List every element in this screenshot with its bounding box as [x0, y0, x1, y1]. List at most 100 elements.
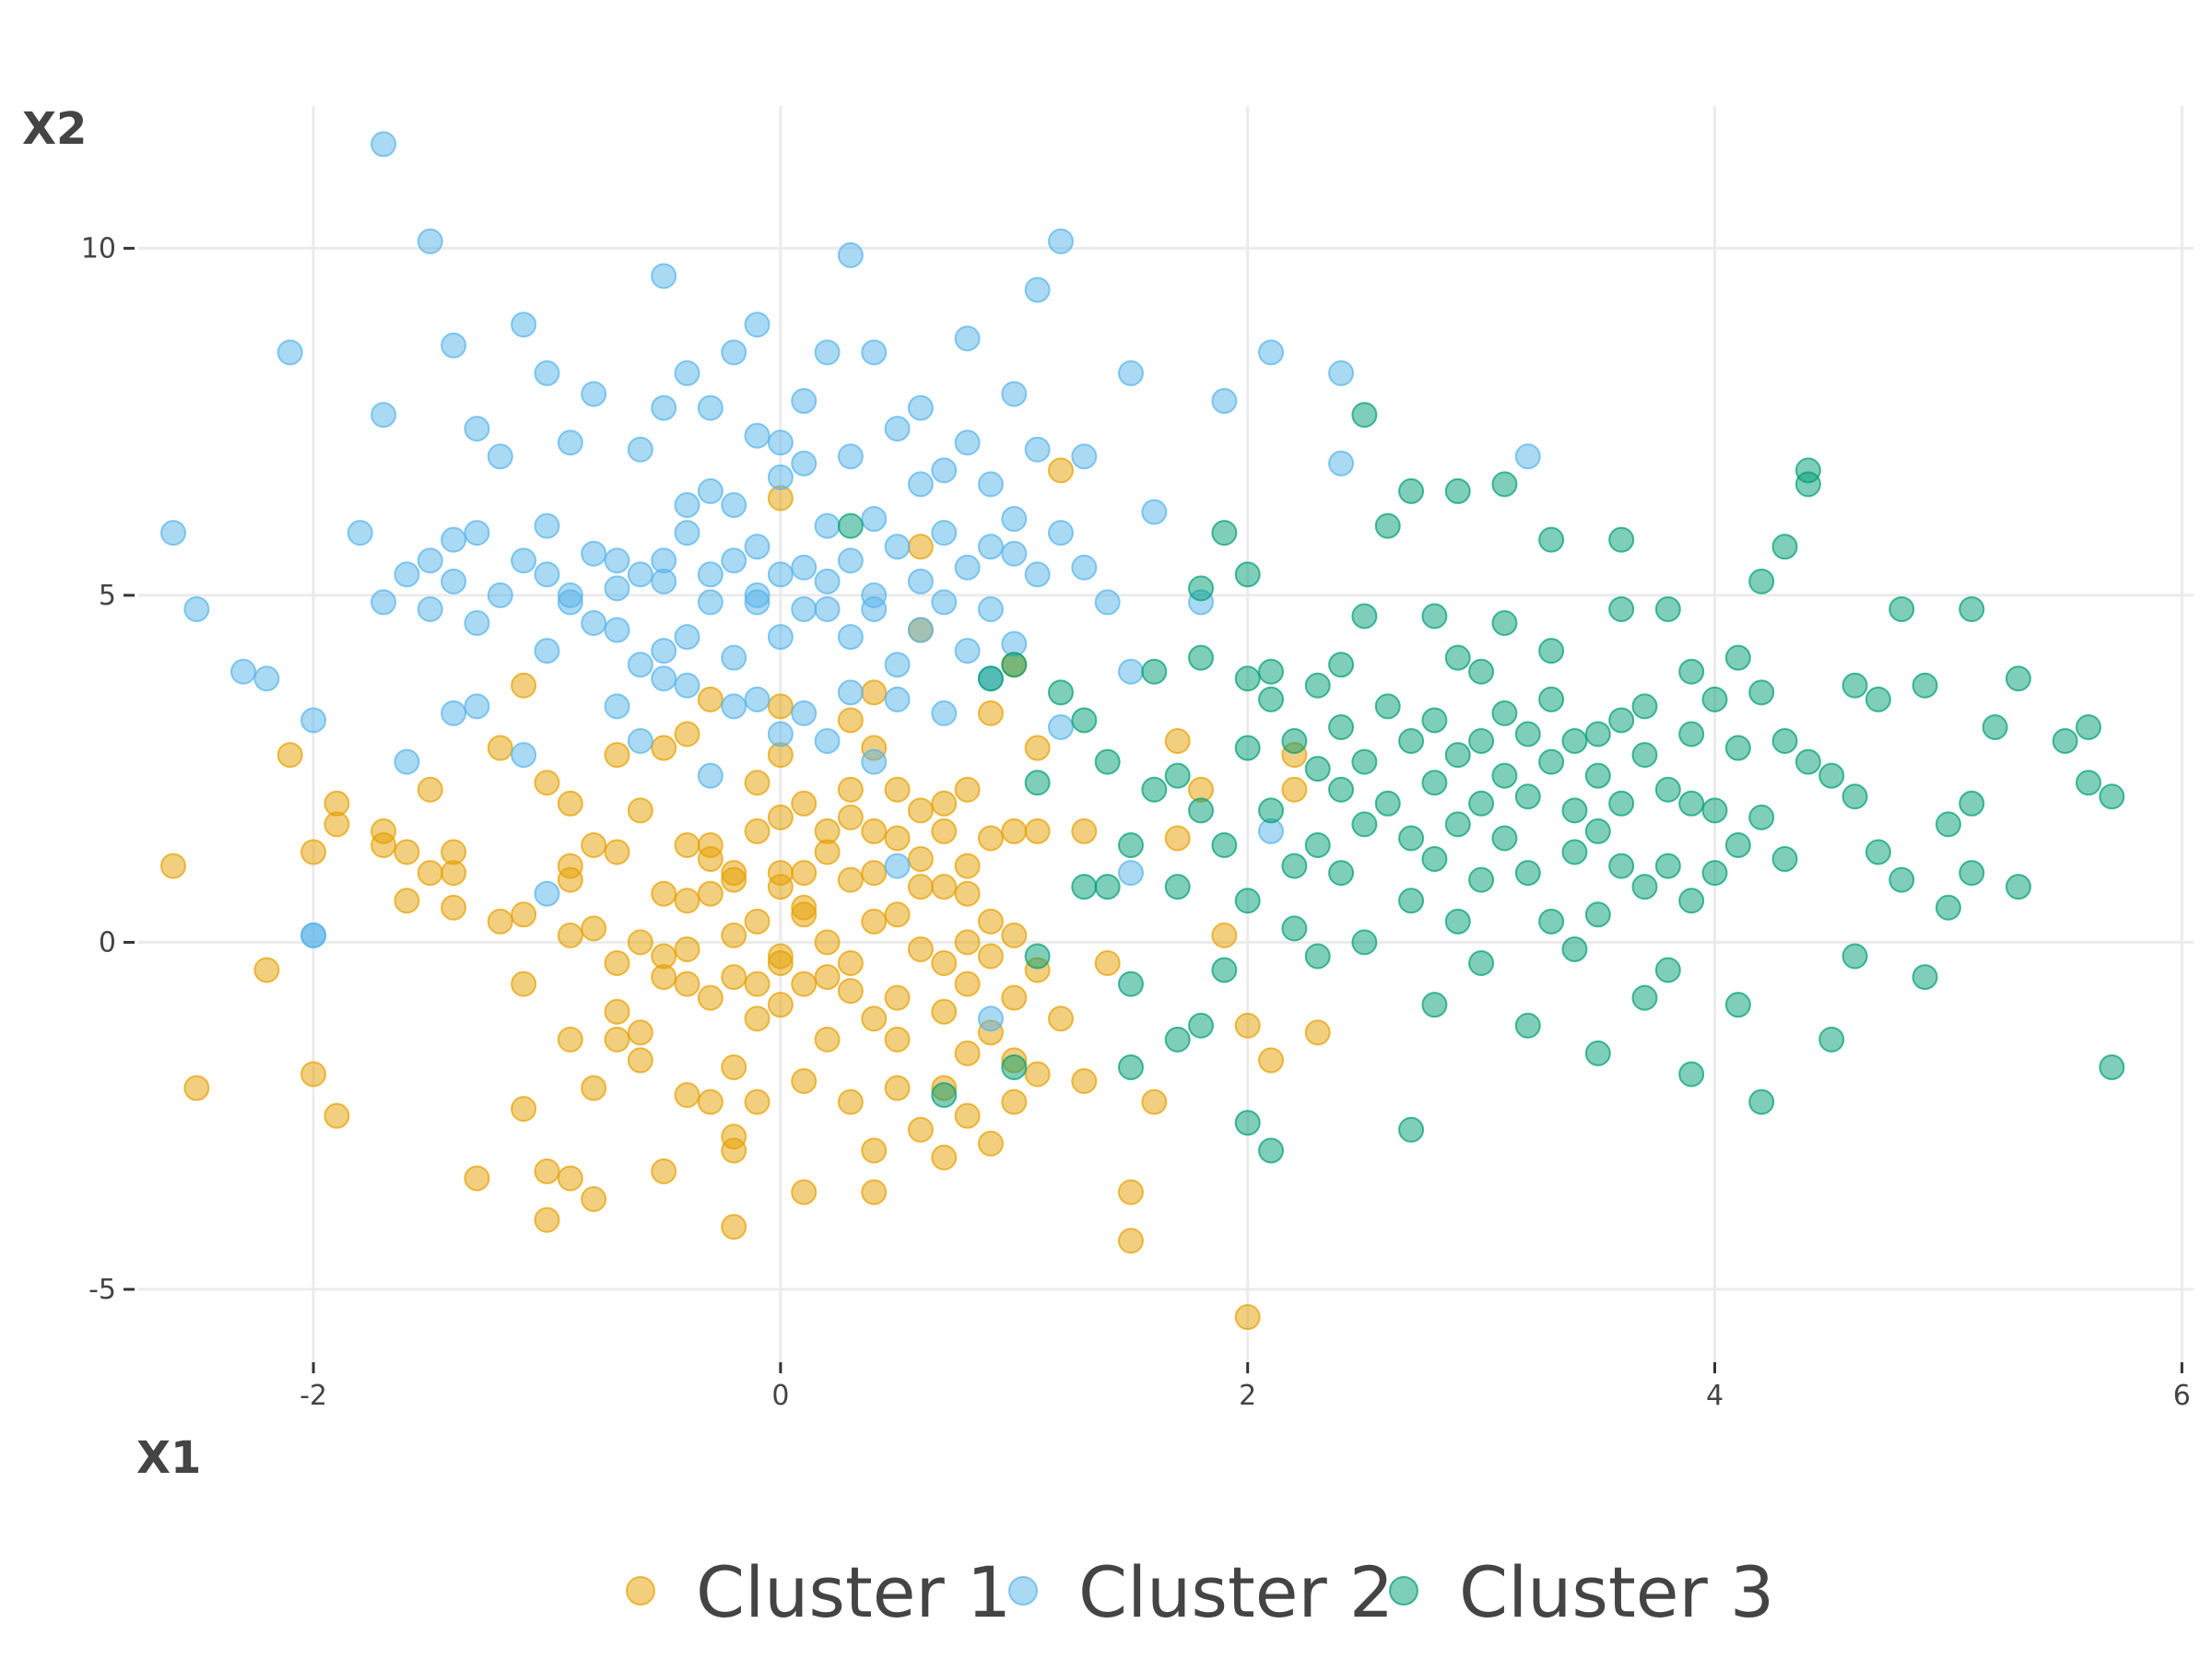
data-point	[534, 880, 560, 907]
data-point	[791, 450, 818, 477]
data-point	[1678, 790, 1705, 817]
data-point	[557, 866, 583, 893]
data-point	[1678, 721, 1705, 747]
data-point	[1538, 638, 1565, 665]
data-point	[371, 589, 397, 616]
data-point	[1888, 866, 1915, 893]
data-point	[674, 831, 700, 858]
data-point	[861, 818, 888, 844]
data-point	[1117, 1228, 1144, 1254]
data-point	[721, 547, 747, 574]
data-point	[487, 443, 513, 470]
data-point	[1444, 477, 1471, 504]
data-point	[954, 638, 981, 665]
data-point	[907, 797, 934, 824]
data-point	[1141, 1088, 1168, 1115]
data-point	[884, 686, 911, 712]
data-point	[627, 929, 653, 956]
data-point	[1584, 762, 1611, 789]
data-point	[697, 477, 724, 504]
data-point	[1538, 748, 1565, 775]
data-point	[1071, 554, 1098, 581]
data-point	[511, 971, 537, 997]
data-point	[1818, 762, 1845, 789]
data-point	[1538, 526, 1565, 553]
data-point	[1071, 818, 1098, 844]
data-point	[1071, 1068, 1098, 1095]
data-point	[954, 429, 981, 456]
data-point	[977, 908, 1004, 935]
data-point	[1514, 721, 1541, 747]
data-point	[557, 790, 583, 817]
data-point	[1328, 776, 1355, 803]
data-point	[1654, 957, 1681, 983]
legend: Cluster 1 Cluster 2 Cluster 3	[626, 1551, 1774, 1633]
data-point	[1258, 686, 1285, 712]
data-point	[604, 575, 630, 602]
data-point	[1701, 797, 1728, 824]
data-point	[1608, 595, 1635, 622]
data-point	[1258, 797, 1285, 824]
data-point	[1491, 610, 1518, 637]
data-point	[791, 1179, 818, 1206]
data-point	[347, 520, 373, 547]
data-point	[1001, 381, 1028, 407]
data-point	[767, 624, 794, 651]
data-point	[674, 491, 700, 518]
data-point	[721, 339, 747, 366]
data-point	[487, 582, 513, 608]
data-point	[1164, 825, 1191, 852]
data-point	[1701, 860, 1728, 887]
data-point	[1351, 603, 1378, 629]
data-point	[977, 1006, 1004, 1032]
data-point	[651, 1158, 677, 1184]
data-point	[1234, 1012, 1261, 1039]
data-point	[791, 971, 818, 997]
data-point	[814, 568, 841, 594]
data-point	[1258, 1137, 1285, 1164]
data-point	[1888, 595, 1915, 622]
data-point	[1117, 971, 1144, 997]
data-point	[977, 1130, 1004, 1157]
data-point	[417, 595, 443, 622]
x-tick-label: 2	[1239, 1380, 1256, 1412]
data-point	[1491, 762, 1518, 789]
data-point	[1561, 728, 1588, 755]
data-point	[511, 547, 537, 574]
data-point	[441, 700, 467, 726]
data-point	[1001, 540, 1028, 567]
data-point	[931, 874, 958, 900]
data-point	[371, 818, 397, 844]
data-point	[1047, 679, 1074, 706]
data-point	[1071, 707, 1098, 734]
data-point	[1001, 818, 1028, 844]
data-point	[464, 1165, 490, 1192]
data-point	[1631, 874, 1658, 900]
data-point	[183, 1075, 210, 1101]
data-point	[1024, 436, 1051, 463]
data-point	[1794, 471, 1821, 498]
data-point	[464, 610, 490, 637]
data-point	[1444, 742, 1471, 769]
data-point	[837, 950, 864, 977]
legend-label: Cluster 1	[696, 1551, 1011, 1633]
data-point	[1771, 846, 1798, 873]
data-point	[1374, 512, 1401, 539]
data-point	[744, 1088, 771, 1115]
data-point	[954, 971, 981, 997]
data-point	[767, 561, 794, 588]
data-point	[861, 1179, 888, 1206]
data-point	[884, 1026, 911, 1053]
data-point	[1117, 658, 1144, 685]
data-point	[464, 520, 490, 547]
data-point	[767, 950, 794, 977]
data-point	[1398, 888, 1425, 914]
data-point	[1234, 665, 1261, 692]
data-point	[837, 776, 864, 803]
data-point	[814, 339, 841, 366]
data-point	[1141, 658, 1168, 685]
data-point	[557, 582, 583, 608]
data-point	[1444, 908, 1471, 935]
y-tick-label: -5	[88, 1274, 116, 1306]
data-point	[1468, 658, 1495, 685]
